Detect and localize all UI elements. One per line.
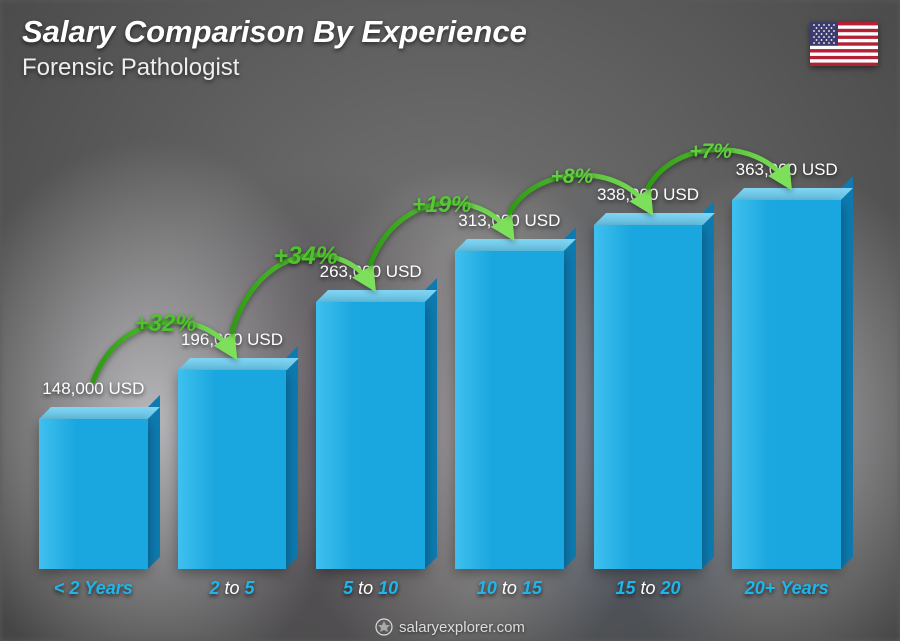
logo-icon (375, 618, 393, 636)
bar-slot: 338,000 USD (585, 110, 712, 569)
x-label-pre: 15 (615, 578, 635, 598)
x-label-pre: 20+ (745, 578, 776, 598)
bar-front (316, 302, 425, 569)
x-label-pre: 10 (477, 578, 497, 598)
bar-value-label: 363,000 USD (736, 160, 838, 180)
x-label-mid: to (353, 578, 378, 598)
bar-side (425, 278, 437, 569)
bar-slot: 196,000 USD (169, 110, 296, 569)
flag-icon (810, 22, 878, 66)
x-label-pre: 5 (343, 578, 353, 598)
footer: salaryexplorer.com (0, 613, 900, 641)
footer-text: salaryexplorer.com (399, 619, 525, 636)
bar-value-label: 313,000 USD (458, 211, 560, 231)
x-label-post: 15 (522, 578, 542, 598)
bar-top (455, 239, 576, 251)
x-label-post: Years (84, 578, 132, 598)
bar-slot: 363,000 USD (723, 110, 850, 569)
x-label-post: 5 (245, 578, 255, 598)
x-axis-labels: < 2 Years2 to 55 to 1010 to 1515 to 2020… (30, 578, 850, 599)
bar-top (594, 213, 715, 225)
bar-side (564, 227, 576, 569)
bar-front (594, 225, 703, 569)
bar-top (316, 290, 437, 302)
x-axis-label: 2 to 5 (169, 578, 296, 599)
x-label-post: 10 (378, 578, 398, 598)
bar (455, 251, 564, 569)
bar-side (702, 201, 714, 569)
bar (316, 302, 425, 569)
bar-front (732, 200, 841, 569)
x-axis-label: 10 to 15 (446, 578, 573, 599)
bar-value-label: 196,000 USD (181, 330, 283, 350)
bar (594, 225, 703, 569)
bar-value-label: 148,000 USD (42, 379, 144, 399)
bar-top (39, 407, 160, 419)
x-label-mid: to (636, 578, 661, 598)
x-label-mid: to (220, 578, 245, 598)
bar-top (732, 188, 853, 200)
bar-value-label: 263,000 USD (320, 262, 422, 282)
page-title: Salary Comparison By Experience (22, 14, 527, 50)
x-label-pre: < 2 (54, 578, 80, 598)
page-subtitle: Forensic Pathologist (22, 54, 239, 82)
salary-bar-chart: 148,000 USD 196,000 USD 263,000 USD 313,000… (30, 110, 850, 593)
bar (732, 200, 841, 569)
x-axis-label: 20+ Years (723, 578, 850, 599)
infographic-container: Salary Comparison By Experience Forensic… (0, 0, 900, 641)
x-label-post: Years (780, 578, 828, 598)
bar-slot: 313,000 USD (446, 110, 573, 569)
bar-front (39, 419, 148, 569)
x-axis-label: 5 to 10 (307, 578, 434, 599)
x-label-post: 20 (661, 578, 681, 598)
bar-side (148, 395, 160, 569)
bar-side (841, 176, 853, 569)
bar-slot: 148,000 USD (30, 110, 157, 569)
bar-top (178, 358, 299, 370)
bar-value-label: 338,000 USD (597, 185, 699, 205)
x-label-pre: 2 (209, 578, 219, 598)
bar (39, 419, 148, 569)
x-axis-label: 15 to 20 (585, 578, 712, 599)
bar-side (286, 346, 298, 569)
bar-front (178, 370, 287, 569)
x-label-mid: to (497, 578, 522, 598)
bar-front (455, 251, 564, 569)
bars-container: 148,000 USD 196,000 USD 263,000 USD 313,000… (30, 110, 850, 569)
bar-slot: 263,000 USD (307, 110, 434, 569)
x-axis-label: < 2 Years (30, 578, 157, 599)
bar (178, 370, 287, 569)
